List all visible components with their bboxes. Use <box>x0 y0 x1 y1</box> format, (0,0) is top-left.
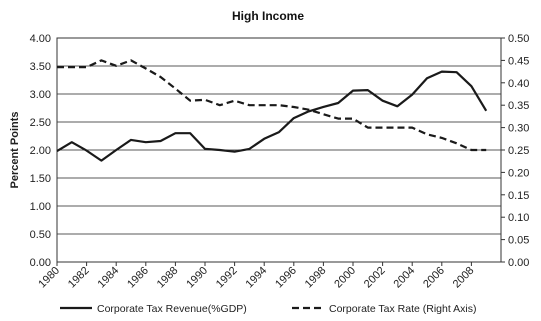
x-tick-label: 2002 <box>362 265 388 291</box>
left-y-axis: 0.00 0.50 1.00 1.50 2.00 2.50 3.00 3.50 4.00 <box>30 33 51 269</box>
left-tick-label: 0.50 <box>30 229 51 241</box>
right-tick-label: 0.30 <box>508 123 529 135</box>
right-tick-label: 0.10 <box>508 212 529 224</box>
x-tick-label: 1984 <box>96 265 122 291</box>
x-tick-label: 2004 <box>392 265 418 291</box>
right-y-axis: 0.00 0.05 0.10 0.15 0.20 0.25 0.30 0.35 0.40 0.45… <box>501 33 529 269</box>
series <box>56 59 488 162</box>
x-tick-label: 1990 <box>184 265 210 291</box>
left-tick-label: 4.00 <box>30 33 51 45</box>
x-tick-label: 2006 <box>421 265 447 291</box>
series-line-2 <box>57 59 487 152</box>
right-tick-label: 0.50 <box>508 33 529 45</box>
x-tick-label: 1996 <box>273 265 299 291</box>
legend: Corporate Tax Revenue(%GDP) Corporate Tax… <box>60 303 476 315</box>
left-tick-label: 1.50 <box>30 173 51 185</box>
x-tick-label: 1982 <box>66 265 92 291</box>
left-tick-label: 0.00 <box>30 257 51 269</box>
right-tick-label: 0.05 <box>508 235 529 247</box>
left-tick-label: 2.50 <box>30 117 51 129</box>
left-tick-label: 3.50 <box>30 61 51 73</box>
right-tick-label: 0.25 <box>508 145 529 157</box>
left-tick-label: 3.00 <box>30 89 51 101</box>
chart-title: High Income <box>232 9 304 23</box>
x-axis: 1980 1982 1984 1986 1988 1990 1992 1994 1996 1998… <box>36 262 477 291</box>
right-tick-label: 0.45 <box>508 55 529 67</box>
x-tick-label: 1988 <box>155 265 181 291</box>
x-tick-label: 1998 <box>303 265 329 291</box>
x-tick-label: 1994 <box>244 265 270 291</box>
x-tick-label: 1992 <box>214 265 240 291</box>
right-tick-label: 0.20 <box>508 167 529 179</box>
x-tick-label: 2008 <box>451 265 477 291</box>
right-tick-label: 0.40 <box>508 78 529 90</box>
right-tick-label: 0.35 <box>508 100 529 112</box>
legend-label-1: Corporate Tax Revenue(%GDP) <box>97 303 247 315</box>
legend-label-2: Corporate Tax Rate (Right Axis) <box>329 303 476 315</box>
x-tick-label: 2000 <box>332 265 358 291</box>
series-line-1 <box>56 70 488 162</box>
left-tick-label: 2.00 <box>30 145 51 157</box>
left-tick-label: 1.00 <box>30 201 51 213</box>
x-tick-label: 1986 <box>125 265 151 291</box>
y-axis-title: Percent Points <box>9 111 21 188</box>
right-tick-label: 0.15 <box>508 190 529 202</box>
grid <box>57 65 501 235</box>
right-tick-label: 0.00 <box>508 257 529 269</box>
